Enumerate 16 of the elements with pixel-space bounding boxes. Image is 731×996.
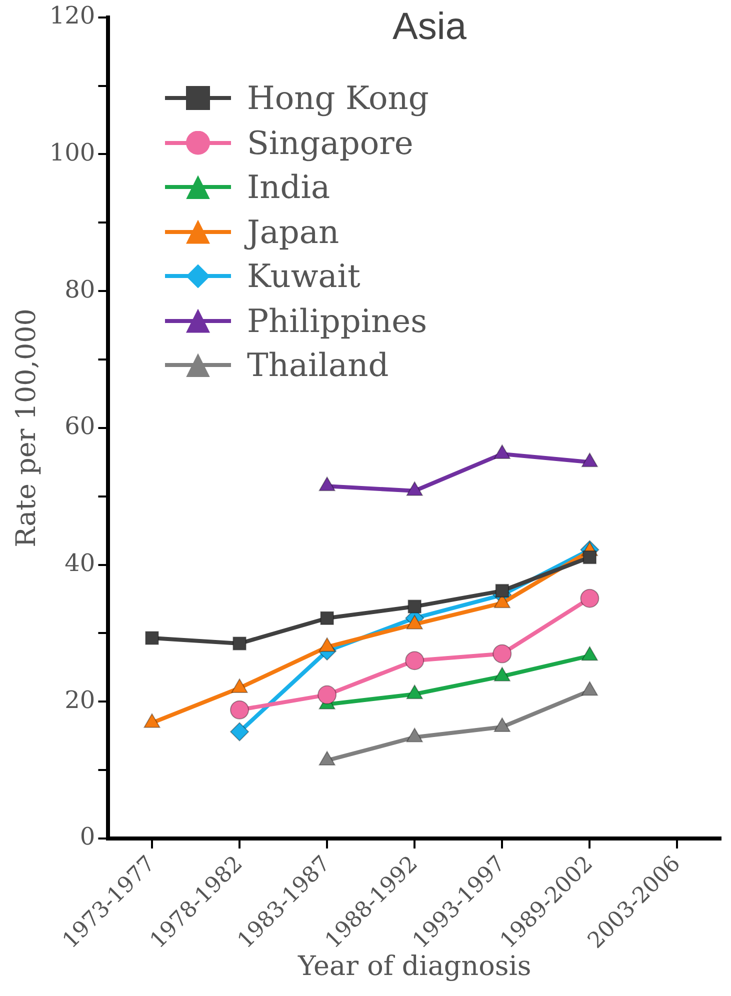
x-axis-title: Year of diagnosis xyxy=(297,950,532,982)
legend-label: Philippines xyxy=(247,302,428,340)
y-tick-label: 40 xyxy=(64,549,96,578)
y-tick-label: 60 xyxy=(64,412,96,440)
legend-label: Hong Kong xyxy=(247,79,429,118)
legend-label: India xyxy=(247,168,330,206)
y-tick-label: 120 xyxy=(49,2,96,30)
y-tick-label: 80 xyxy=(64,275,96,304)
legend-label: Singapore xyxy=(247,124,414,162)
y-tick-label: 100 xyxy=(49,138,96,166)
legend-label: Kuwait xyxy=(247,257,360,296)
y-tick-label: 0 xyxy=(80,822,96,851)
legend-label: Thailand xyxy=(247,346,389,384)
y-axis-title: Rate per 100,000 xyxy=(11,308,42,548)
y-tick-label: 20 xyxy=(64,686,96,714)
chart-title: Asia xyxy=(392,6,468,49)
